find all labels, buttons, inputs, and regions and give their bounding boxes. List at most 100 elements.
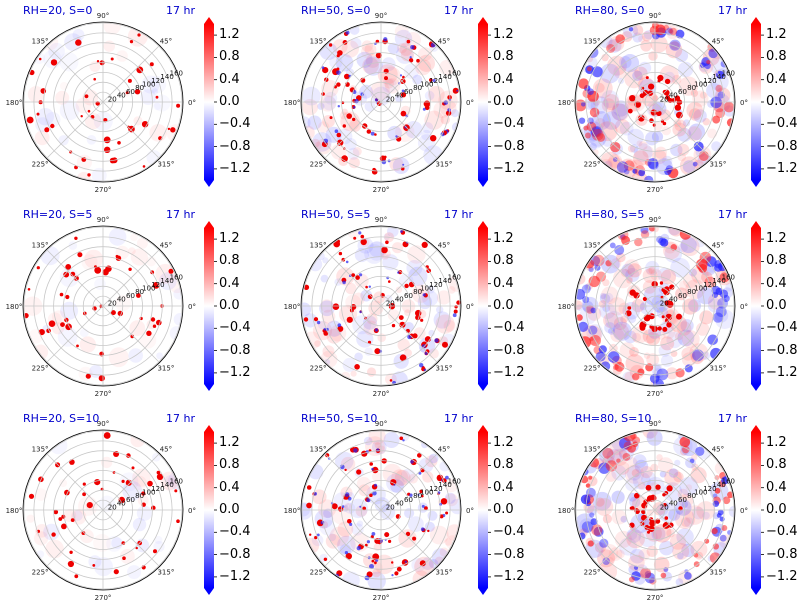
positive-haze <box>661 269 676 285</box>
angle-tick-label: 225° <box>310 365 327 373</box>
angle-tick-label: 180° <box>6 303 23 311</box>
positive-haze <box>303 537 320 554</box>
positive-haze <box>595 542 606 553</box>
positive-haze <box>646 509 654 517</box>
positive-blob <box>714 487 721 494</box>
convective-cell <box>360 77 366 83</box>
negative-blob <box>695 446 705 456</box>
negative-blob <box>644 572 656 584</box>
negative-haze <box>682 160 696 173</box>
negative-haze <box>449 498 461 515</box>
negative-haze <box>164 475 175 486</box>
convective-cell <box>452 87 459 94</box>
negative-haze <box>709 72 729 91</box>
angular-gridline <box>654 305 712 363</box>
negative-haze <box>421 129 432 141</box>
panel-title: RH=50, S=5 <box>301 208 371 221</box>
angle-tick-label: 0° <box>466 507 474 515</box>
positive-haze <box>637 481 646 490</box>
positive-haze <box>389 157 404 172</box>
convective-cell <box>337 50 343 56</box>
downdraft-cell <box>421 504 425 508</box>
positive-haze <box>624 259 640 275</box>
radial-tick-label: 140 <box>712 277 725 285</box>
positive-haze <box>34 488 48 501</box>
angular-gridline <box>654 45 712 103</box>
convective-cell <box>384 76 388 81</box>
negative-blob <box>623 168 630 175</box>
positive-haze <box>688 108 702 121</box>
positive-haze <box>628 554 645 572</box>
positive-haze <box>673 119 682 127</box>
positive-haze <box>130 432 145 448</box>
angle-tick-label: 135° <box>32 38 49 46</box>
positive-blob <box>632 373 640 381</box>
radial-tick-label: 40 <box>117 296 126 304</box>
negative-haze <box>36 550 45 559</box>
polar-panel: 0°45°90°135°180°225°270°315°20 40 60 801001… <box>6 216 217 398</box>
convective-cell <box>333 85 337 89</box>
convective-cell <box>98 375 105 382</box>
downdraft-cell <box>349 522 353 527</box>
radial-tick-label: 120 <box>151 77 164 85</box>
downdraft-cell <box>418 471 422 475</box>
positive-haze <box>602 514 613 524</box>
negative-haze <box>329 55 343 69</box>
convective-cell <box>341 155 348 162</box>
negative-haze <box>408 266 428 286</box>
angle-tick-label: 315° <box>157 569 174 577</box>
angular-gridline <box>380 249 438 307</box>
negative-blob <box>581 102 586 107</box>
convective-cell <box>424 506 428 510</box>
convective-cell <box>325 453 330 458</box>
negative-haze <box>404 507 415 519</box>
convective-cell <box>652 123 656 127</box>
downdraft-cell <box>371 467 374 471</box>
negative-haze <box>653 300 666 313</box>
colorbar-tick-label: −0.4 <box>493 116 525 132</box>
convective-cell <box>445 511 449 515</box>
positive-blob <box>693 552 699 558</box>
panel-title: RH=20, S=10 <box>23 412 100 425</box>
convective-cell <box>360 238 367 246</box>
negative-haze <box>602 111 621 130</box>
radial-tick-label: 120 <box>703 77 716 85</box>
positive-haze <box>139 331 157 349</box>
convective-cell <box>153 549 157 554</box>
convective-cell <box>655 484 661 490</box>
angle-tick-label: 225° <box>584 569 601 577</box>
downdraft-cell <box>353 106 356 109</box>
field-layer <box>575 226 735 386</box>
negative-haze <box>406 260 423 276</box>
radial-tick-label: 140 <box>438 277 451 285</box>
angle-tick-label: 45° <box>712 242 724 250</box>
convective-cell <box>332 303 340 311</box>
field-layer <box>26 432 183 580</box>
convective-cell <box>440 498 448 505</box>
positive-haze <box>613 317 627 330</box>
positive-haze <box>130 248 148 266</box>
convective-cell <box>125 479 132 486</box>
convective-cell <box>355 275 360 280</box>
convective-cell <box>76 344 79 348</box>
positive-haze <box>619 342 636 358</box>
positive-haze <box>634 66 648 81</box>
convective-cell <box>388 539 392 544</box>
convective-cell <box>336 132 342 138</box>
radial-tick-label: 140 <box>160 481 173 489</box>
positive-haze <box>325 534 341 549</box>
convective-cell <box>419 560 426 567</box>
radial-tick-label: 100 <box>694 81 707 89</box>
polar-panel: 0°45°90°135°180°225°270°315°20 40 60 801001… <box>558 12 764 194</box>
colorbar-tick-label: −0.4 <box>219 320 251 336</box>
negative-blob <box>613 157 618 162</box>
positive-haze <box>642 329 657 344</box>
negative-haze <box>417 294 433 310</box>
angle-tick-label: 270° <box>373 594 390 602</box>
angular-gridline <box>46 249 104 307</box>
downdraft-cell <box>345 260 349 264</box>
negative-blob <box>716 70 725 80</box>
panel-time-label: 17 hr <box>444 412 473 425</box>
colorbar-extend-top <box>204 221 214 228</box>
angle-tick-label: 45° <box>438 446 450 454</box>
